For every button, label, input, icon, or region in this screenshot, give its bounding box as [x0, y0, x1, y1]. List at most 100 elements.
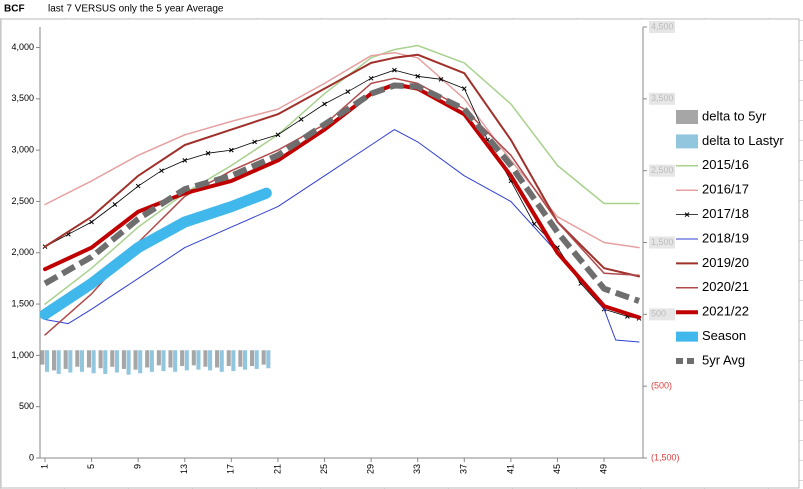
delta-bar	[103, 350, 108, 374]
y2-tick-label: 2,500	[651, 165, 674, 175]
point-marker	[298, 117, 304, 122]
y2-label-bg	[649, 308, 675, 321]
x-tick-label: 49	[598, 464, 608, 474]
delta-bar	[249, 350, 255, 367]
x-tick-label: 29	[365, 464, 375, 474]
point-marker	[275, 132, 281, 138]
y2-label-bg	[649, 236, 675, 249]
delta-bar	[191, 350, 196, 366]
delta-bar	[110, 350, 115, 367]
delta-bar	[68, 350, 73, 373]
delta-bar	[254, 350, 259, 369]
delta-bar	[219, 350, 224, 372]
point-marker	[392, 67, 397, 73]
y-tick-label: 2,500	[11, 196, 34, 206]
x-tick-label: 17	[226, 464, 236, 474]
delta-bar	[121, 350, 126, 369]
delta-bar	[126, 350, 131, 375]
series-line	[43, 82, 640, 304]
plot: 0 500 1,000 1,500 2,000 2,500 3,000 3,500 4,000 (…	[11, 21, 784, 474]
delta-bar	[133, 350, 138, 370]
point-marker	[461, 86, 467, 91]
delta-bar	[243, 350, 248, 370]
legend-swatch	[676, 134, 698, 149]
series-line	[39, 187, 272, 320]
point-marker	[205, 150, 211, 156]
y2-label-bg	[649, 92, 675, 105]
series-line	[44, 44, 640, 305]
y-tick-label: 4,000	[11, 42, 34, 52]
series-line	[44, 77, 640, 336]
legend-label: 2017/18	[702, 206, 749, 221]
delta-bar	[79, 350, 85, 372]
point-marker	[322, 101, 327, 107]
delta-bar	[56, 350, 61, 374]
y2-tick-label: 1,500	[651, 237, 674, 247]
y2-label-bg	[649, 452, 675, 464]
legend-label: 2018/19	[702, 230, 749, 245]
legend-label: delta to Lastyr	[702, 133, 784, 148]
delta-bar	[184, 350, 189, 371]
point-marker	[182, 158, 188, 163]
y2-tick-label: (1,500)	[651, 452, 680, 462]
point-marker	[159, 168, 164, 174]
legend-label: 2019/20	[702, 255, 749, 270]
delta-bar	[231, 350, 236, 372]
legend-label: 2016/17	[702, 182, 749, 197]
y-tick-label: 3,500	[11, 93, 34, 103]
chart-area	[0, 18, 800, 489]
x-tick-label: 5	[86, 464, 96, 469]
y-tick-label: 1,000	[11, 350, 34, 360]
cell-label: BCF	[4, 4, 25, 15]
y-tick-label: 1,500	[11, 298, 34, 308]
delta-bar	[173, 350, 178, 372]
delta-bar	[98, 350, 103, 369]
legend-label: 2021/22	[702, 304, 749, 319]
delta-bar	[91, 350, 96, 374]
delta-bar	[149, 350, 154, 372]
delta-bar	[138, 350, 143, 374]
legend-label: 2020/21	[702, 279, 749, 294]
legend-swatch	[676, 110, 698, 124]
y-tick-label: 0	[29, 452, 34, 462]
point-marker	[252, 139, 258, 145]
delta-bar	[203, 350, 208, 367]
legend-label: 5yr Avg	[702, 352, 745, 367]
y-tick-label: 3,000	[11, 145, 34, 155]
delta-bar	[40, 350, 45, 365]
delta-bar	[196, 350, 201, 370]
y2-label-bg	[649, 380, 675, 393]
delta-bar	[261, 350, 266, 365]
delta-bar	[180, 350, 185, 367]
point-marker	[89, 219, 94, 225]
point-marker	[368, 75, 374, 81]
x-tick-label: 25	[319, 464, 329, 474]
delta-bar	[51, 350, 57, 371]
y-tick-label: 500	[19, 401, 34, 411]
x-tick-label: 37	[459, 464, 469, 474]
delta-bar	[161, 350, 166, 372]
delta-bar	[168, 350, 173, 368]
point-marker	[345, 89, 351, 95]
x-tick-label: 45	[552, 464, 562, 474]
sheet-title: last 7 VERSUS only the 5 year Average	[48, 4, 224, 15]
x-tick-label: 9	[133, 464, 143, 469]
legend-label: Season	[702, 328, 746, 343]
point-marker	[415, 73, 421, 79]
series-line	[44, 53, 640, 278]
legend-marker	[684, 212, 690, 217]
delta-bar	[86, 350, 92, 368]
y2-tick-label: 3,500	[651, 93, 674, 103]
x-tick-label: 21	[272, 464, 282, 474]
point-marker	[228, 147, 234, 153]
point-marker	[112, 202, 118, 207]
legend-label: 2015/16	[702, 157, 749, 172]
delta-bar	[215, 350, 220, 368]
delta-bar	[226, 350, 231, 367]
x-tick-label: 1	[39, 464, 49, 469]
x-tick-label: 41	[505, 464, 515, 474]
y2-tick-label: 4,500	[651, 21, 674, 31]
delta-bar	[63, 350, 68, 369]
